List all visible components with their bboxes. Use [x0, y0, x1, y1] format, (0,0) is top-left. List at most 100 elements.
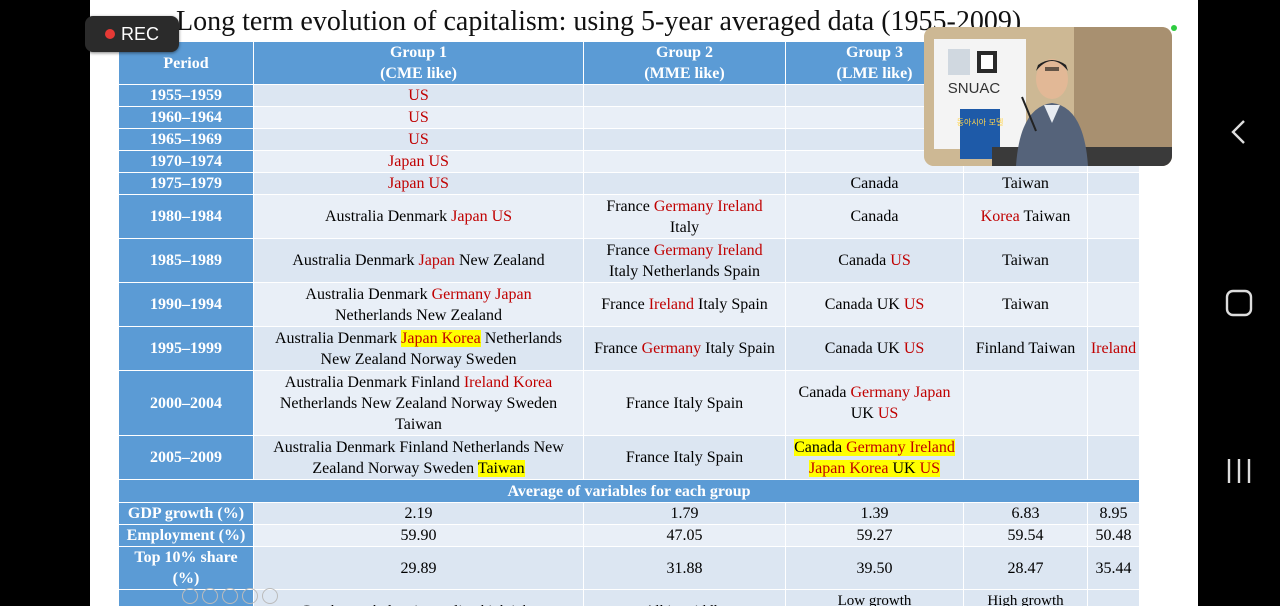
country-text: Australia Denmark Finland Netherlands Ne… [273, 438, 564, 456]
android-nav-bar [1198, 0, 1280, 606]
country-text: Canada [838, 252, 891, 269]
summary-text: High growth [987, 592, 1064, 606]
group5-value: 35.44 [1087, 546, 1140, 590]
group2-cell [583, 128, 786, 151]
group1-summary: Good growth, low inequality, high jobs [253, 589, 584, 606]
group1-cell: US [253, 128, 584, 151]
group4-summary: High growthLow Inequality [963, 589, 1088, 606]
group1-cell: US [253, 106, 584, 129]
zoom-icon[interactable] [242, 588, 258, 604]
group4-cell: Finland Taiwan [963, 326, 1088, 371]
country-text: Taiwan [1002, 252, 1049, 269]
country-text: Ireland Korea [463, 373, 553, 391]
country-text: France [606, 241, 654, 259]
country-text: Australia Denmark Finland [284, 373, 464, 391]
country-text: Japan [418, 252, 455, 269]
group1-cell: Australia Denmark Japan US [253, 194, 584, 239]
country-text: Japan US [388, 153, 449, 170]
slide-toolbar[interactable] [182, 588, 278, 604]
group3-cell [785, 106, 964, 129]
group5-cell [1087, 172, 1140, 195]
group5-summary [1087, 589, 1140, 606]
table-row: 1990–1994 Australia Denmark Germany Japan… [118, 282, 1140, 327]
period-cell: 1990–1994 [118, 282, 254, 327]
country-text: France [594, 340, 642, 357]
period-cell: 1975–1979 [118, 172, 254, 195]
group1-cell: US [253, 84, 584, 107]
country-text: France [606, 197, 654, 215]
country-text: Italy Spain [701, 340, 775, 357]
group3-cell: Canada Germany Ireland Japan Korea UK US [785, 435, 964, 480]
country-text: Canada UK [824, 340, 904, 357]
pen-tool-icon[interactable] [222, 588, 238, 604]
recents-button[interactable] [1198, 456, 1280, 486]
country-text: Australia Denmark [292, 252, 419, 269]
group5-value: 50.48 [1087, 524, 1140, 547]
group2-cell: France Germany Ireland Italy [583, 194, 786, 239]
country-text: Korea [980, 208, 1020, 225]
back-button[interactable] [1198, 118, 1280, 146]
country-text: New Zealand [454, 252, 545, 269]
variable-label: Top 10% share (%) [118, 546, 254, 590]
speaker-video-frame: SNUAC 동아시아 모델 [924, 27, 1172, 166]
rec-indicator[interactable]: REC [85, 16, 179, 52]
country-text: Taiwan [395, 415, 442, 433]
country-text: Canada [850, 208, 899, 225]
group1-cell: Japan US [253, 172, 584, 195]
country-text: France [601, 296, 649, 313]
country-text: Canada [798, 384, 851, 401]
group2-value: 47.05 [583, 524, 786, 547]
group5-cell [1087, 370, 1140, 436]
period-cell: 1970–1974 [118, 150, 254, 173]
prev-slide-icon[interactable] [182, 588, 198, 604]
country-text: France Italy Spain [625, 449, 744, 466]
home-square-icon [1225, 289, 1253, 317]
group2-cell [583, 150, 786, 173]
group5-cell: Ireland [1087, 326, 1140, 371]
group5-cell [1087, 238, 1140, 283]
group4-value: 28.47 [963, 546, 1088, 590]
group1-cell: Australia Denmark Finland Netherlands Ne… [253, 435, 584, 480]
group5-cell [1087, 194, 1140, 239]
variable-row: Top 10% share (%) 29.89 31.88 39.50 28.47 35.… [118, 546, 1140, 590]
period-cell: 1965–1969 [118, 128, 254, 151]
group1-cell: Japan US [253, 150, 584, 173]
speaker-video-overlay[interactable]: SNUAC 동아시아 모델 [924, 27, 1172, 166]
group2-cell [583, 84, 786, 107]
period-cell: 1995–1999 [118, 326, 254, 371]
group2-summary: All in middle [583, 589, 786, 606]
more-options-icon[interactable] [262, 588, 278, 604]
group1-cell: Australia Denmark Japan New Zealand [253, 238, 584, 283]
country-text: US [903, 296, 925, 313]
group3-cell [785, 84, 964, 107]
group2-cell [583, 106, 786, 129]
next-slide-icon[interactable] [202, 588, 218, 604]
group3-cell: Canada UK US [785, 282, 964, 327]
country-text: Australia Denmark [274, 329, 402, 347]
group5-cell [1087, 282, 1140, 327]
status-dot-icon [1171, 25, 1177, 31]
country-text: Netherlands [480, 329, 562, 347]
group4-cell [963, 370, 1088, 436]
country-text: US [877, 405, 899, 422]
period-cell: 2005–2009 [118, 435, 254, 480]
header-group1: Group 1 (CME like) [253, 41, 584, 85]
home-button[interactable] [1198, 288, 1280, 318]
table-row: 1995–1999 Australia Denmark Japan Korea N… [118, 326, 1140, 371]
country-text: US [919, 459, 941, 477]
country-text: UK [850, 405, 878, 422]
group1-cell: Australia Denmark Japan Korea Netherland… [253, 326, 584, 371]
country-text: US [408, 109, 429, 126]
country-text: Italy Spain [694, 296, 768, 313]
variable-row: Employment (%) 59.90 47.05 59.27 59.54 50.48 [118, 524, 1140, 547]
group2-cell: France Italy Spain [583, 370, 786, 436]
group3-value: 39.50 [785, 546, 964, 590]
country-text: Germany Japan [850, 384, 951, 401]
country-text: Taiwan [1002, 296, 1049, 313]
period-cell: 1955–1959 [118, 84, 254, 107]
table-row: 2005–2009 Australia Denmark Finland Nethe… [118, 435, 1140, 480]
group1-value: 2.19 [253, 502, 584, 525]
group3-cell: Canada Germany Japan UK US [785, 370, 964, 436]
variable-label: Employment (%) [118, 524, 254, 547]
table-row: 1975–1979 Japan US Canada Taiwan [118, 172, 1140, 195]
